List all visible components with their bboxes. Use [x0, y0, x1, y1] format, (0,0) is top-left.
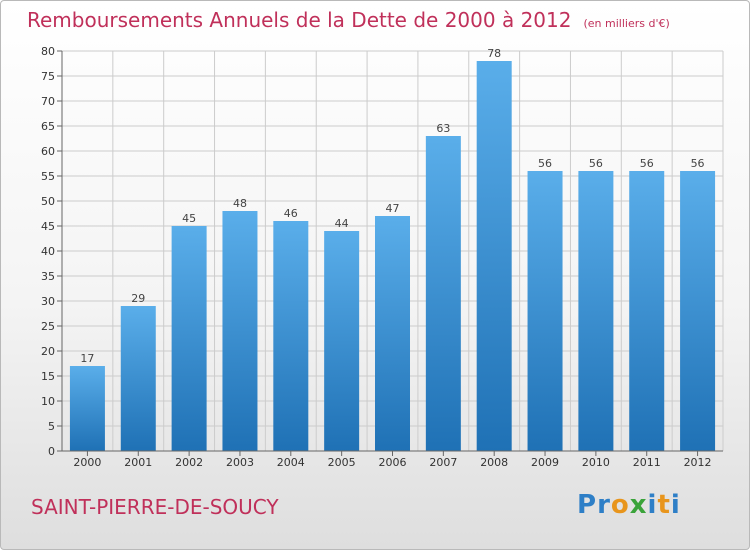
chart-title-unit: (en milliers d'€) — [583, 17, 670, 30]
y-tick-label: 45 — [41, 220, 55, 233]
axes — [57, 50, 723, 456]
y-tick-label: 75 — [41, 70, 55, 83]
y-tick-label: 80 — [41, 45, 55, 58]
logo-letter: r — [597, 490, 611, 520]
proxiti-logo: Proxiti — [577, 490, 681, 520]
bar-2005 — [324, 231, 360, 451]
bar-2001 — [120, 306, 156, 451]
data-label-2008: 78 — [487, 47, 501, 60]
logo-letter: P — [577, 490, 598, 520]
data-label-2012: 56 — [691, 157, 705, 170]
bar-2008 — [476, 61, 512, 451]
bar-2010 — [578, 171, 614, 451]
y-tick-label: 0 — [48, 445, 55, 458]
y-tick-label: 15 — [41, 370, 55, 383]
x-tick-label-2001: 2001 — [124, 456, 152, 469]
y-tick-label: 65 — [41, 120, 55, 133]
data-label-2004: 46 — [284, 207, 298, 220]
y-tick-label: 35 — [41, 270, 55, 283]
y-tick-label: 70 — [41, 95, 55, 108]
y-tick-label: 50 — [41, 195, 55, 208]
logo-letter: x — [629, 490, 648, 520]
y-tick-label: 25 — [41, 320, 55, 333]
bar-2007 — [425, 136, 461, 451]
chart-title-main: Remboursements Annuels de la Dette de 20… — [27, 8, 572, 32]
data-label-2011: 56 — [640, 157, 654, 170]
x-tick-label-2008: 2008 — [480, 456, 508, 469]
bar-2012 — [680, 171, 716, 451]
data-label-2001: 29 — [131, 292, 145, 305]
bar-2003 — [222, 211, 258, 451]
x-tick-label-2009: 2009 — [531, 456, 559, 469]
bar-2002 — [171, 226, 207, 451]
bar-2006 — [375, 216, 410, 451]
y-tick-label: 30 — [41, 295, 55, 308]
data-label-2002: 45 — [182, 212, 196, 225]
x-tick-label-2012: 2012 — [684, 456, 712, 469]
logo-letter: i — [670, 490, 681, 520]
logo-letter: o — [610, 490, 630, 520]
bar-2000 — [69, 366, 105, 451]
x-tick-label-2006: 2006 — [379, 456, 407, 469]
bar-2011 — [629, 171, 665, 451]
bars — [69, 61, 716, 451]
data-label-2003: 48 — [233, 197, 247, 210]
x-tick-label-2000: 2000 — [73, 456, 101, 469]
x-tick-label-2011: 2011 — [633, 456, 661, 469]
data-label-2006: 47 — [386, 202, 400, 215]
y-tick-label: 40 — [41, 245, 55, 258]
x-tick-label-2005: 2005 — [328, 456, 356, 469]
data-label-2009: 56 — [538, 157, 552, 170]
labels: 0 5 10 15 20 25 30 35 40 45 50 55 60 65 70 75 80 17 2000 29… — [41, 45, 712, 469]
data-label-2000: 17 — [80, 352, 94, 365]
data-label-2010: 56 — [589, 157, 603, 170]
y-tick-label: 20 — [41, 345, 55, 358]
x-tick-label-2007: 2007 — [429, 456, 457, 469]
y-tick-label: 60 — [41, 145, 55, 158]
y-tick-label: 10 — [41, 395, 55, 408]
city-name: SAINT-PIERRE-DE-SOUCY — [31, 495, 279, 519]
data-label-2007: 63 — [436, 122, 450, 135]
chart-title: Remboursements Annuels de la Dette de 20… — [27, 8, 670, 32]
x-tick-label-2002: 2002 — [175, 456, 203, 469]
bar-2009 — [527, 171, 563, 451]
data-label-2005: 44 — [335, 217, 349, 230]
x-tick-label-2010: 2010 — [582, 456, 610, 469]
x-tick-label-2003: 2003 — [226, 456, 254, 469]
logo-letter: i — [647, 490, 658, 520]
y-tick-label: 55 — [41, 170, 55, 183]
x-tick-label-2004: 2004 — [277, 456, 305, 469]
y-tick-label: 5 — [48, 420, 55, 433]
bar-2004 — [273, 221, 309, 451]
logo-letter: t — [657, 490, 671, 520]
